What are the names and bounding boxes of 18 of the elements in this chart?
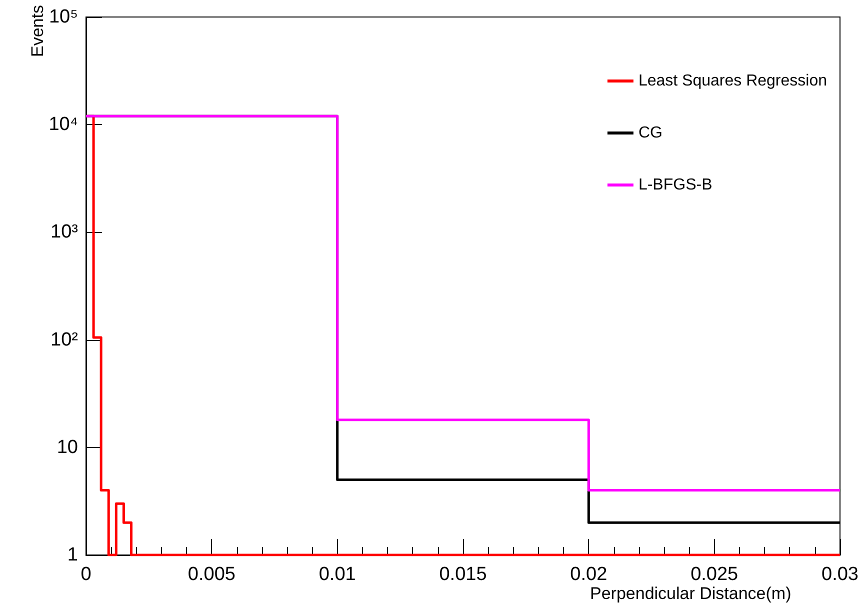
- x-tick-label: 0.02: [570, 564, 608, 585]
- x-tick-label: 0.01: [318, 564, 356, 585]
- y-tick-label: 10⁵: [48, 6, 78, 28]
- x-axis-title: Perpendicular Distance(m): [590, 584, 792, 603]
- y-tick-label: 10³: [50, 222, 78, 243]
- y-axis-title: Events: [28, 5, 47, 57]
- y-tick-label: 1: [67, 544, 78, 566]
- legend-label: CG: [638, 124, 662, 142]
- legend-label: L-BFGS-B: [638, 176, 712, 194]
- x-tick-label: 0.03: [822, 564, 858, 585]
- x-tick-label: 0.015: [439, 564, 487, 585]
- x-tick-label: 0.025: [690, 564, 738, 585]
- y-tick-label: 10⁴: [48, 114, 78, 136]
- y-tick-label: 10: [56, 436, 78, 458]
- x-tick-label: 0: [80, 564, 92, 585]
- legend-label: Least Squares Regression: [638, 72, 828, 90]
- x-tick-label: 0.005: [188, 564, 236, 585]
- y-tick-label: 10²: [50, 329, 78, 350]
